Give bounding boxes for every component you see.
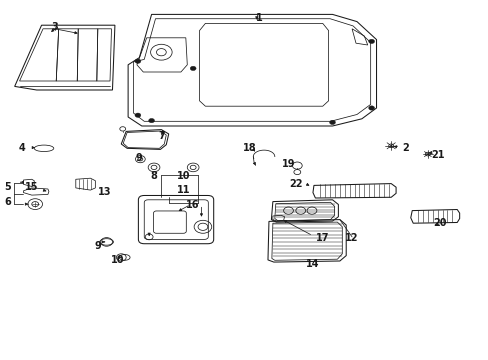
Circle shape bbox=[190, 66, 196, 71]
Text: 16: 16 bbox=[186, 200, 200, 210]
Text: 9: 9 bbox=[136, 153, 142, 163]
Circle shape bbox=[329, 120, 335, 125]
Text: 20: 20 bbox=[432, 218, 446, 228]
Circle shape bbox=[368, 39, 374, 44]
Text: 17: 17 bbox=[315, 233, 329, 243]
Text: 10: 10 bbox=[176, 171, 190, 181]
Text: 2: 2 bbox=[402, 143, 408, 153]
Text: 12: 12 bbox=[345, 233, 358, 243]
Text: 14: 14 bbox=[305, 258, 319, 269]
Text: 15: 15 bbox=[25, 182, 39, 192]
Text: 5: 5 bbox=[4, 182, 11, 192]
Text: 3: 3 bbox=[51, 22, 58, 32]
Text: 13: 13 bbox=[98, 186, 112, 197]
Text: 19: 19 bbox=[281, 159, 295, 169]
Circle shape bbox=[135, 59, 141, 63]
Text: 9: 9 bbox=[94, 240, 101, 251]
Text: 11: 11 bbox=[176, 185, 190, 195]
Text: 18: 18 bbox=[242, 143, 256, 153]
Circle shape bbox=[368, 106, 374, 110]
Text: 10: 10 bbox=[110, 255, 124, 265]
Text: 21: 21 bbox=[430, 150, 444, 160]
Circle shape bbox=[135, 113, 141, 117]
Text: 6: 6 bbox=[4, 197, 11, 207]
Text: 7: 7 bbox=[158, 131, 164, 141]
Text: 4: 4 bbox=[19, 143, 25, 153]
Text: 1: 1 bbox=[255, 13, 262, 23]
Text: 8: 8 bbox=[150, 171, 157, 181]
Circle shape bbox=[148, 118, 154, 123]
Text: 22: 22 bbox=[288, 179, 302, 189]
